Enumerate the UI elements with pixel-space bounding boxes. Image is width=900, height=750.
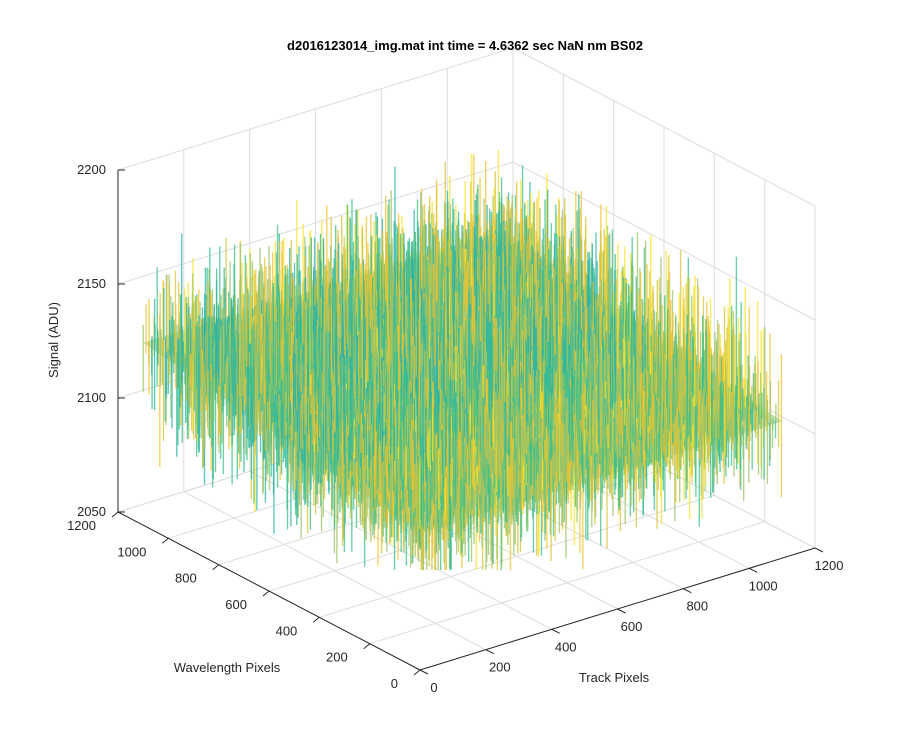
grid-line (319, 494, 715, 618)
grid-line (512, 47, 816, 207)
grid-line (117, 161, 514, 285)
grid-line (369, 521, 765, 645)
grid-line (512, 161, 816, 321)
grid-line (117, 47, 514, 171)
surface (142, 150, 783, 570)
